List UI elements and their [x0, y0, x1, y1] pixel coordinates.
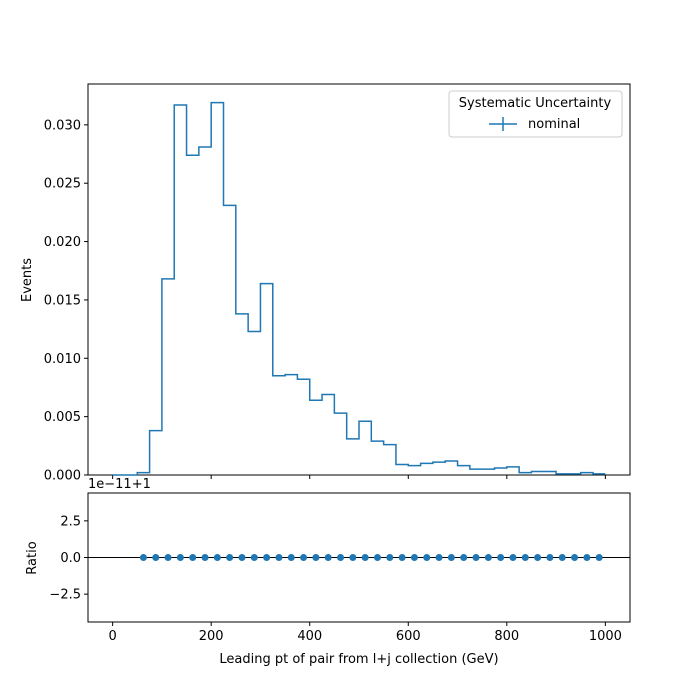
ratio-point [337, 554, 345, 561]
ratio-point [275, 554, 283, 561]
ratio-point [349, 554, 357, 561]
ratio-point [238, 554, 246, 561]
ratio-x-tick-label: 600 [396, 629, 421, 644]
ratio-point [226, 554, 234, 561]
ratio-panel: 0 200 400 600 800 1000 −2.5 0.0 2.5 1e−11+1 Rati… [25, 477, 631, 667]
ratio-point [583, 554, 591, 561]
main-y-tick-label: 0.025 [44, 177, 81, 192]
ratio-point [312, 554, 320, 561]
ratio-point [373, 554, 381, 561]
nominal-histogram-line [112, 101, 606, 476]
ratio-point [521, 554, 529, 561]
legend-entry-nominal: nominal [528, 117, 580, 132]
legend: Systematic Uncertainty nominal [448, 90, 623, 138]
ratio-point [423, 554, 431, 561]
ratio-point [571, 554, 579, 561]
x-axis-label: Leading pt of pair from l+j collection (… [219, 652, 498, 667]
ratio-offset-text: 1e−11+1 [88, 477, 151, 492]
ratio-point [152, 554, 160, 561]
ratio-point [509, 554, 517, 561]
ratio-point [546, 554, 554, 561]
ratio-point [300, 554, 308, 561]
ratio-y-tick-label: 0.0 [60, 551, 81, 566]
ratio-point [595, 554, 603, 561]
ratio-point [361, 554, 369, 561]
ratio-point [164, 554, 172, 561]
ratio-point [398, 554, 406, 561]
ratio-point [287, 554, 295, 561]
ratio-points [139, 554, 603, 561]
main-y-tick-label: 0.005 [44, 410, 81, 425]
ratio-x-tick-label: 1000 [589, 629, 622, 644]
ratio-x-tick-label: 0 [108, 629, 116, 644]
ratio-x-tick-label: 800 [494, 629, 519, 644]
main-plot-frame [87, 83, 631, 476]
ratio-x-tick-label: 400 [297, 629, 322, 644]
ratio-point [497, 554, 505, 561]
ratio-y-tick-label: 2.5 [60, 514, 81, 529]
main-panel: 0.000 0.005 0.010 0.015 0.020 0.025 0.030 Even… [20, 83, 631, 484]
main-y-tick-label: 0.000 [44, 469, 81, 484]
ratio-point [534, 554, 542, 561]
main-y-axis-label: Events [20, 258, 35, 302]
main-y-tick-label: 0.020 [44, 235, 81, 250]
ratio-point [213, 554, 221, 561]
main-axis-ticks: 0.000 0.005 0.010 0.015 0.020 0.025 0.030 [44, 118, 606, 484]
ratio-point [386, 554, 394, 561]
ratio-axis-ticks: 0 200 400 600 800 1000 −2.5 0.0 2.5 [49, 514, 621, 644]
ratio-point [250, 554, 258, 561]
ratio-point [263, 554, 271, 561]
ratio-y-tick-label: −2.5 [49, 588, 81, 603]
legend-title: Systematic Uncertainty [459, 96, 612, 111]
ratio-point [472, 554, 480, 561]
ratio-point [189, 554, 197, 561]
ratio-point [201, 554, 209, 561]
ratio-point [410, 554, 418, 561]
ratio-point [176, 554, 184, 561]
legend-box [448, 90, 623, 138]
ratio-point [484, 554, 492, 561]
ratio-point [435, 554, 443, 561]
ratio-y-axis-label: Ratio [25, 541, 40, 574]
main-y-tick-label: 0.030 [44, 118, 81, 133]
ratio-point [139, 554, 147, 561]
ratio-point [324, 554, 332, 561]
ratio-point [460, 554, 468, 561]
ratio-x-tick-label: 200 [199, 629, 224, 644]
main-y-tick-label: 0.015 [44, 293, 81, 308]
main-y-tick-label: 0.010 [44, 352, 81, 367]
ratio-point [447, 554, 455, 561]
ratio-point [558, 554, 566, 561]
